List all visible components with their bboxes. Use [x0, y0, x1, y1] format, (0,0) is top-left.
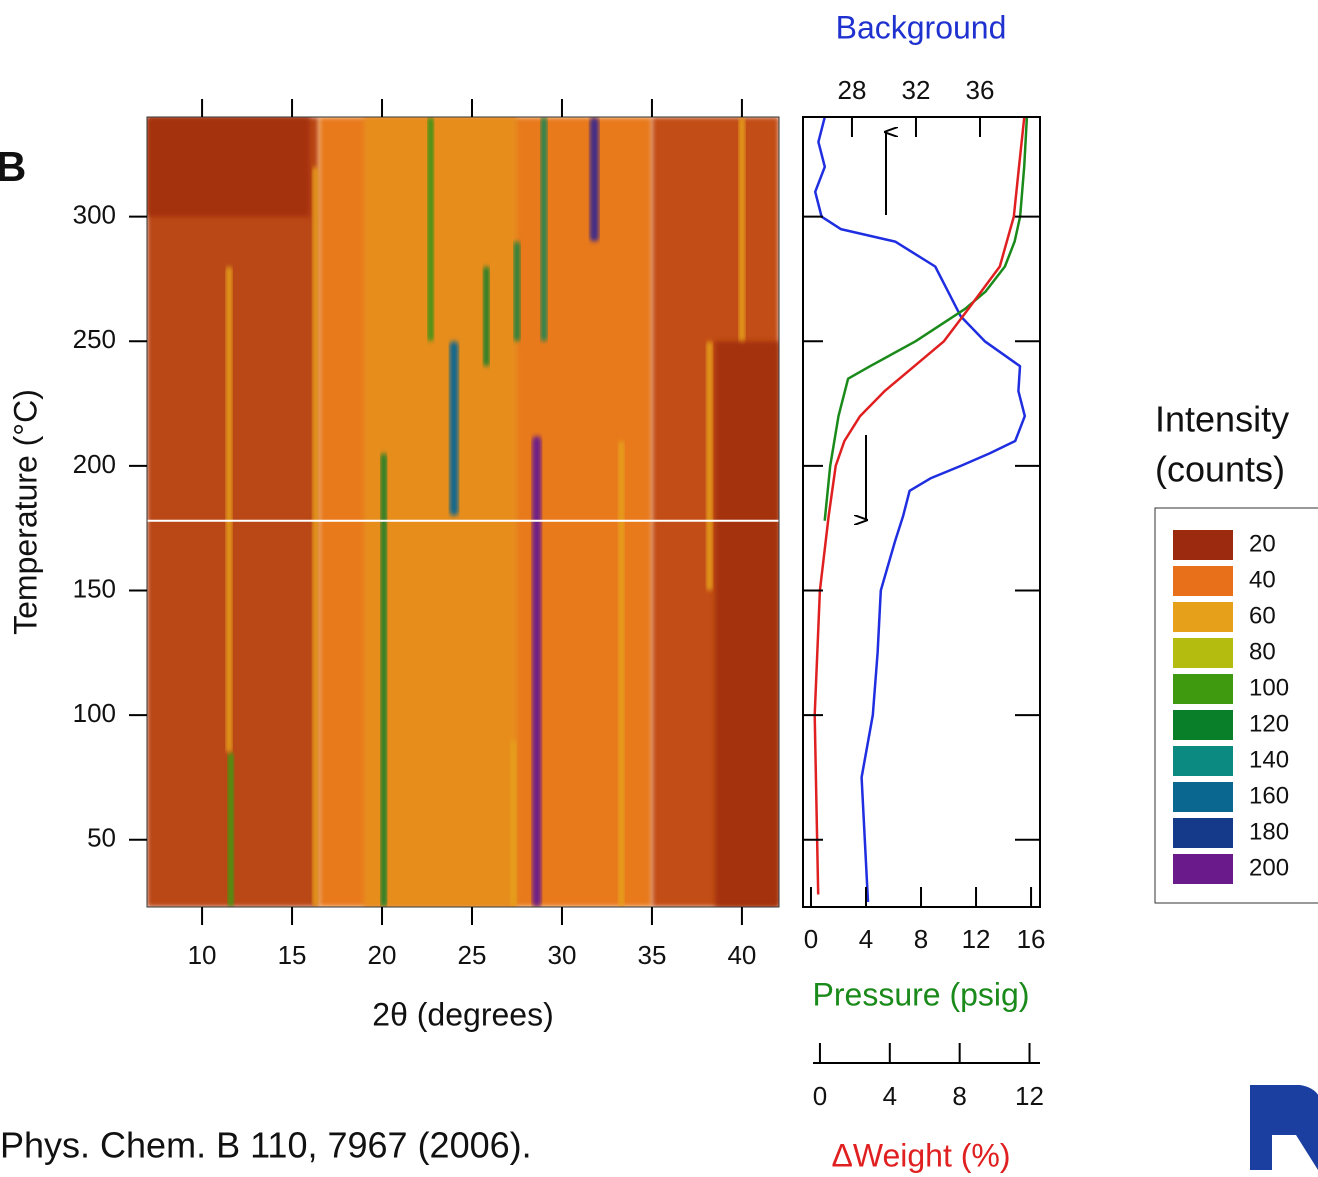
diffraction-peak [483, 266, 490, 367]
diffraction-peak [738, 117, 745, 342]
colorbar-swatch [1173, 818, 1233, 848]
x-tick-label: 35 [637, 940, 666, 970]
colorbar-label: 140 [1249, 746, 1289, 773]
x-tick-label: 12 [1015, 1081, 1044, 1111]
x-tick-label: 8 [914, 924, 928, 954]
colorbar-swatch [1173, 638, 1233, 668]
colorbar-swatch [1173, 710, 1233, 740]
colorbar-label: 160 [1249, 782, 1289, 809]
diffraction-peak [532, 435, 542, 907]
colorbar-label: 100 [1249, 674, 1289, 701]
diffraction-peak [618, 440, 625, 907]
y-tick-label: 250 [73, 324, 116, 354]
x-tick-label: 4 [883, 1081, 897, 1111]
heatmap [147, 117, 779, 907]
x-tick-label: 0 [804, 924, 818, 954]
x-tick-label: 16 [1017, 924, 1046, 954]
colorbar-label: 80 [1249, 638, 1276, 665]
series-line [813, 117, 1026, 895]
intensity-region [147, 117, 311, 217]
x-tick-label: 36 [966, 75, 995, 105]
x-tick-label: 20 [368, 940, 397, 970]
x-tick-label: 8 [952, 1081, 966, 1111]
x-axis-title: Pressure (psig) [813, 976, 1030, 1012]
diffraction-peak [540, 117, 547, 342]
x-tick-label: 28 [838, 75, 867, 105]
series-line [813, 117, 1027, 903]
x-axis-title: ΔWeight (%) [831, 1137, 1010, 1173]
diffraction-peak [312, 166, 319, 907]
line-plot [813, 117, 1029, 903]
colorbar-swatch [1173, 782, 1233, 812]
x-tick-label: 40 [727, 940, 756, 970]
colorbar-title: (counts) [1155, 449, 1285, 490]
diffraction-peak [227, 752, 234, 907]
diffraction-peak [226, 266, 233, 753]
y-tick-label: 50 [87, 823, 116, 853]
logo [1250, 1085, 1318, 1170]
colorbar-swatch [1173, 746, 1233, 776]
colorbar-label: 180 [1249, 818, 1289, 845]
citation: Phys. Chem. B 110, 7967 (2006). [0, 1125, 532, 1166]
y-tick-label: 100 [73, 698, 116, 728]
x-tick-label: 25 [458, 940, 487, 970]
x-tick-label: 15 [278, 940, 307, 970]
panel-label: B [0, 143, 26, 190]
intensity-region [364, 117, 517, 907]
x-tick-label: 30 [548, 940, 577, 970]
colorbar-swatch [1173, 674, 1233, 704]
x-tick-label: 4 [859, 924, 873, 954]
x-tick-label: 12 [962, 924, 991, 954]
colorbar-swatch [1173, 854, 1233, 884]
y-tick-label: 200 [73, 449, 116, 479]
diffraction-peak [513, 241, 520, 342]
y-tick-label: 150 [73, 573, 116, 603]
colorbar-swatch [1173, 602, 1233, 632]
diffraction-peak [449, 341, 459, 516]
x-tick-label: 32 [902, 75, 931, 105]
line-frame [802, 116, 1041, 908]
diffraction-peak [706, 341, 713, 591]
x-tick-label: 10 [188, 940, 217, 970]
colorbar-title: Intensity [1155, 399, 1289, 440]
heatmap-frame [146, 116, 780, 908]
colorbar-label: 20 [1249, 530, 1276, 557]
diffraction-peak [589, 117, 599, 242]
colorbar-swatch [1173, 530, 1233, 560]
y-tick-label: 300 [73, 200, 116, 230]
intensity-region [714, 341, 779, 907]
colorbar-label: 200 [1249, 854, 1289, 881]
diffraction-peak [427, 117, 434, 342]
diffraction-peak [380, 453, 387, 907]
y-axis-label: Temperature (°C) [7, 389, 43, 635]
diffraction-peak [510, 740, 517, 907]
x-axis-title: Background [836, 9, 1007, 45]
colorbar-label: 120 [1249, 710, 1289, 737]
colorbar-label: 40 [1249, 566, 1276, 593]
colorbar-swatch [1173, 566, 1233, 596]
x-axis-label: 2θ (degrees) [372, 996, 553, 1032]
series-line [823, 117, 1029, 521]
x-tick-label: 0 [813, 1081, 827, 1111]
colorbar-label: 60 [1249, 602, 1276, 629]
